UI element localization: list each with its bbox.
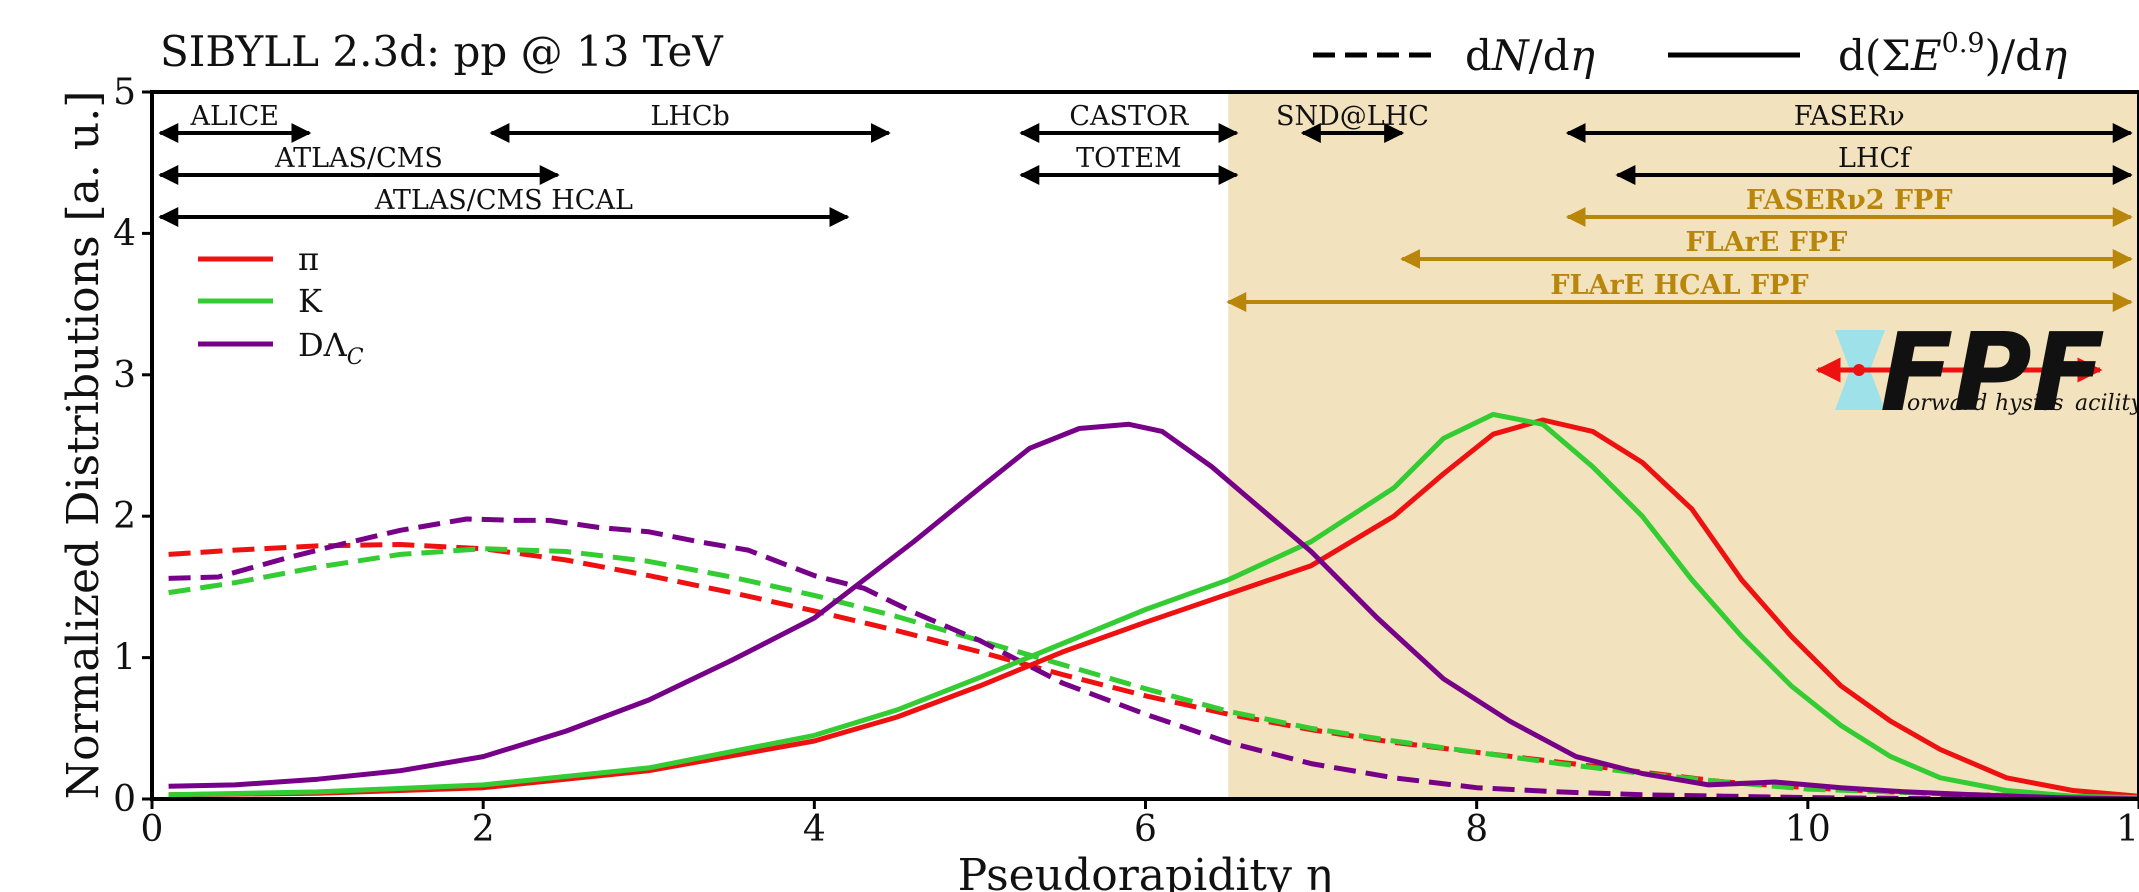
legend-solid-label: d(ΣE0.9)/dη <box>1838 28 2067 80</box>
series-layer <box>168 411 2139 799</box>
x-tick-label: 2 <box>472 809 495 850</box>
logo-sub-word-3: acility <box>2075 391 2139 416</box>
series-line-pi-solid <box>168 417 2139 799</box>
experiment-label: TOTEM <box>1076 143 1182 174</box>
y-tick-label: 0 <box>113 779 136 820</box>
series-line-pi-dashed <box>168 542 2139 799</box>
y-tick-label: 1 <box>113 638 136 679</box>
legend-d-label: DΛC <box>298 326 364 370</box>
experiment-label: LHCb <box>650 101 729 132</box>
series-line-d-dashed <box>168 516 2139 799</box>
y-axis-label: Normalized Distributions [a. u.] <box>58 91 109 800</box>
top-legend: dN/dη d(ΣE0.9)/dη <box>1313 28 2067 80</box>
x-tick-label: 8 <box>1465 809 1488 850</box>
series-line-k-solid <box>168 411 2139 799</box>
x-tick-label: 4 <box>803 809 826 850</box>
series-line-d-solid <box>168 421 2139 799</box>
y-tick-label: 3 <box>113 355 136 396</box>
experiment-label: ATLAS/CMS HCAL <box>374 185 633 216</box>
legend-pi-label: π <box>298 240 319 278</box>
y-tick-label: 4 <box>113 213 136 254</box>
experiment-label: CASTOR <box>1069 101 1189 132</box>
experiment-label: ATLAS/CMS <box>274 143 443 174</box>
legend-dashed-label: dN/dη <box>1465 31 1595 80</box>
fpf-shaded-region <box>1228 92 2139 799</box>
experiments-layer: ALICE LHCb CASTOR SND@LHC FASERν ATLAS/CMS TOT… <box>158 101 2133 312</box>
logo-collision-icon <box>1815 330 2103 410</box>
y-axis-ticks: 0 1 2 3 4 5 <box>113 72 152 820</box>
y-tick-label: 2 <box>113 496 136 537</box>
experiment-label: FASERν <box>1794 101 1905 132</box>
particle-legend: π K DΛC <box>198 240 364 370</box>
experiment-label: LHCf <box>1838 143 1912 174</box>
experiment-label: FLArE HCAL FPF <box>1550 270 1808 301</box>
logo-big-text: FPF <box>1880 311 2105 436</box>
y-tick-label: 5 <box>113 72 136 113</box>
logo-sub-word-2: hysics <box>1995 391 2064 416</box>
experiment-label: FLArE FPF <box>1685 227 1847 258</box>
logo-subtext: orward hysics acility <box>1907 391 2139 416</box>
series-line-k-dashed <box>168 546 2139 799</box>
x-tick-label: 10 <box>1785 809 1831 850</box>
experiment-label: SND@LHC <box>1276 101 1429 132</box>
x-tick-label: 6 <box>1134 809 1157 850</box>
x-tick-label: 0 <box>141 809 164 850</box>
experiment-label: FASERν2 FPF <box>1746 185 1953 216</box>
fpf-logo: FPF orward hysics acility <box>1815 311 2139 436</box>
x-axis-ticks: 0 2 4 6 8 10 12 <box>141 799 2139 850</box>
legend-k-label: K <box>298 282 323 320</box>
x-axis-label: Pseudorapidity η <box>958 850 1333 892</box>
experiment-label: ALICE <box>190 101 279 132</box>
chart-title: SIBYLL 2.3d: pp @ 13 TeV <box>160 27 723 76</box>
logo-sub-word-1: orward <box>1907 391 1987 416</box>
x-tick-label: 12 <box>2116 809 2139 850</box>
